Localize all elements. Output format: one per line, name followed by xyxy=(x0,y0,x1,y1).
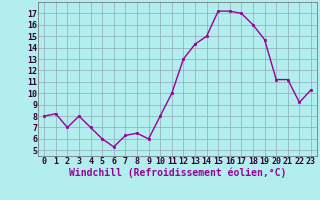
X-axis label: Windchill (Refroidissement éolien,°C): Windchill (Refroidissement éolien,°C) xyxy=(69,167,286,178)
